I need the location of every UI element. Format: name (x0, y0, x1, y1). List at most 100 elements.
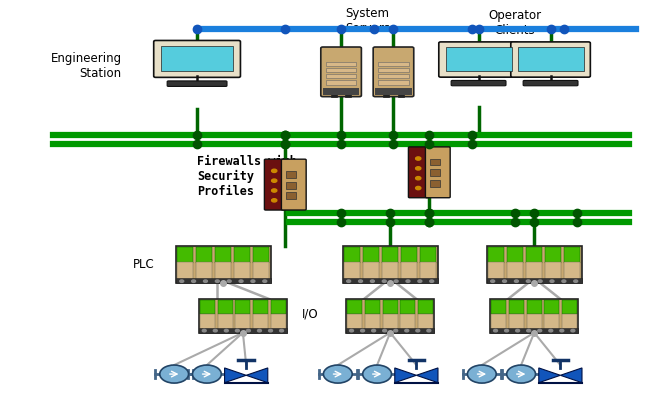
Bar (382, 247, 398, 263)
Bar (564, 247, 581, 263)
Bar (382, 300, 398, 314)
FancyBboxPatch shape (373, 47, 414, 97)
Bar (363, 262, 379, 280)
Bar (347, 314, 362, 330)
Circle shape (506, 365, 535, 383)
Bar (562, 314, 577, 330)
Bar (487, 278, 582, 284)
Bar (375, 88, 412, 95)
Bar (420, 247, 436, 263)
Bar (490, 299, 579, 333)
Bar (365, 300, 380, 314)
Bar (518, 47, 584, 71)
Circle shape (272, 189, 277, 192)
Bar (526, 262, 543, 280)
Circle shape (416, 329, 420, 332)
Bar (218, 300, 233, 314)
Bar (196, 262, 213, 280)
Circle shape (359, 280, 363, 282)
Circle shape (493, 329, 497, 332)
Bar (445, 47, 512, 71)
Bar (509, 314, 524, 330)
Bar (325, 68, 356, 72)
Circle shape (160, 365, 188, 383)
FancyBboxPatch shape (426, 147, 450, 198)
Circle shape (514, 280, 518, 282)
Bar (215, 247, 232, 263)
Circle shape (405, 329, 409, 332)
Polygon shape (560, 368, 582, 383)
Bar (286, 193, 296, 199)
Bar (346, 93, 352, 98)
Bar (378, 80, 409, 85)
Bar (286, 171, 296, 178)
Circle shape (272, 179, 277, 182)
FancyBboxPatch shape (281, 159, 306, 210)
Circle shape (430, 280, 434, 282)
Circle shape (491, 280, 495, 282)
Circle shape (571, 329, 575, 332)
Circle shape (363, 365, 392, 383)
Bar (346, 299, 434, 333)
Polygon shape (224, 368, 246, 383)
Circle shape (550, 280, 554, 282)
Bar (488, 247, 504, 263)
Circle shape (202, 329, 206, 332)
Polygon shape (417, 368, 438, 383)
Circle shape (268, 329, 272, 332)
Bar (215, 262, 232, 280)
Bar (200, 314, 215, 330)
Circle shape (361, 329, 365, 332)
Circle shape (263, 280, 267, 282)
Bar (342, 246, 438, 284)
Circle shape (350, 329, 354, 332)
Bar (234, 247, 251, 263)
Bar (509, 300, 524, 314)
Bar (347, 300, 362, 314)
Circle shape (418, 280, 422, 282)
Bar (196, 247, 213, 263)
Bar (527, 314, 542, 330)
Circle shape (372, 329, 376, 332)
Bar (177, 247, 194, 263)
Circle shape (382, 329, 386, 332)
Bar (271, 314, 286, 330)
Polygon shape (395, 368, 417, 383)
Circle shape (427, 329, 431, 332)
Circle shape (468, 365, 496, 383)
Circle shape (394, 329, 398, 332)
Bar (418, 300, 433, 314)
Circle shape (562, 280, 566, 282)
Bar (253, 300, 268, 314)
FancyBboxPatch shape (264, 159, 285, 210)
Circle shape (224, 329, 228, 332)
Bar (564, 262, 581, 280)
Bar (544, 300, 560, 314)
Bar (199, 299, 287, 333)
Circle shape (560, 329, 564, 332)
Bar (363, 247, 379, 263)
Circle shape (406, 280, 410, 282)
Circle shape (394, 280, 398, 282)
Bar (325, 62, 356, 66)
FancyBboxPatch shape (154, 40, 241, 78)
Circle shape (416, 186, 421, 190)
Bar (401, 247, 417, 263)
Circle shape (192, 365, 221, 383)
Bar (344, 247, 360, 263)
Bar (323, 88, 359, 95)
FancyBboxPatch shape (409, 147, 429, 198)
Bar (331, 93, 337, 98)
Bar (176, 246, 271, 284)
Circle shape (227, 280, 231, 282)
Bar (177, 262, 194, 280)
Bar (218, 314, 233, 330)
Bar (401, 262, 417, 280)
Bar (344, 262, 360, 280)
Bar (398, 93, 403, 98)
Text: PLC: PLC (133, 258, 155, 271)
Bar (325, 80, 356, 85)
Circle shape (180, 280, 184, 282)
Bar (545, 247, 562, 263)
Bar (490, 328, 579, 333)
